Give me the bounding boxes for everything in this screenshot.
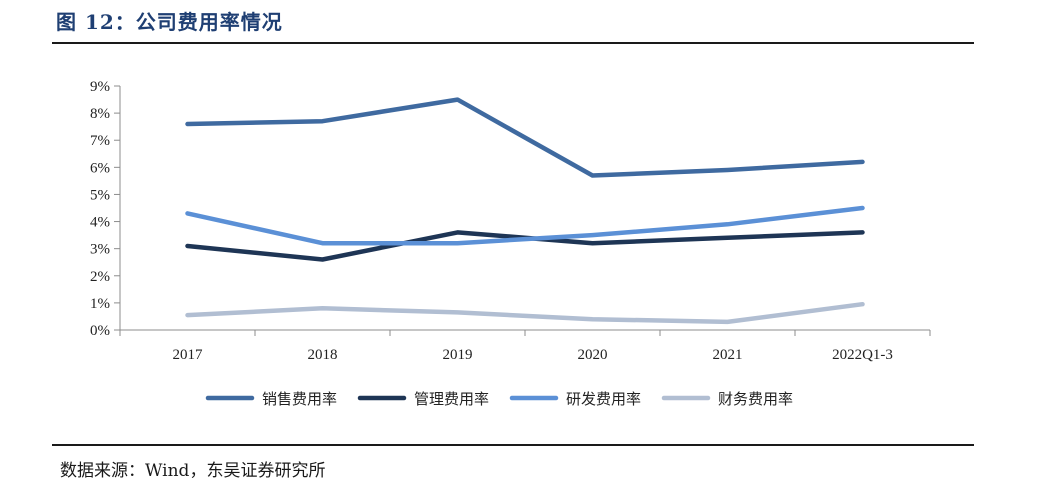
x-tick-label: 2021 bbox=[713, 347, 743, 363]
x-tick-label: 2022Q1-3 bbox=[832, 347, 893, 363]
series-line-4 bbox=[185, 301, 865, 325]
y-tick-label: 8% bbox=[90, 106, 110, 122]
legend-label-2: 管理费用率 bbox=[414, 390, 489, 408]
x-tick-label: 2019 bbox=[443, 347, 473, 363]
series-line-1 bbox=[185, 97, 865, 178]
y-tick-label: 4% bbox=[90, 215, 110, 231]
figure-title: 图 12：公司费用率情况 bbox=[56, 10, 283, 34]
chart-legend: 销售费用率 管理费用率 研发费用率 财务费用率 bbox=[205, 390, 793, 408]
x-tick-label: 2017 bbox=[173, 347, 204, 363]
legend-label-3: 研发费用率 bbox=[566, 390, 641, 408]
y-tick-label: 6% bbox=[90, 160, 110, 176]
y-tick-label: 3% bbox=[90, 242, 110, 258]
chart-series bbox=[185, 97, 865, 325]
series-line-3 bbox=[185, 205, 865, 246]
x-tick-label: 2018 bbox=[308, 347, 338, 363]
line-chart: 0% 1% 2% 3% 4% 5% 6% 7% 8% 9% 2017 2018 2019 2020 2021… bbox=[90, 79, 931, 408]
y-tick-label: 2% bbox=[90, 269, 110, 285]
source-note: 数据来源：Wind，东吴证券研究所 bbox=[60, 461, 326, 481]
y-tick-label: 7% bbox=[90, 133, 110, 149]
top-rule bbox=[52, 42, 974, 44]
chart-axes: 0% 1% 2% 3% 4% 5% 6% 7% 8% 9% 2017 2018 2019 2020 2021… bbox=[90, 79, 931, 363]
y-tick-label: 0% bbox=[90, 323, 110, 339]
legend-label-1: 销售费用率 bbox=[262, 390, 337, 408]
x-tick-label: 2020 bbox=[578, 347, 608, 363]
bottom-rule bbox=[52, 444, 974, 446]
y-tick-label: 1% bbox=[90, 296, 110, 312]
legend-label-4: 财务费用率 bbox=[718, 390, 793, 408]
y-tick-label: 5% bbox=[90, 187, 110, 203]
y-tick-label: 9% bbox=[90, 79, 110, 95]
